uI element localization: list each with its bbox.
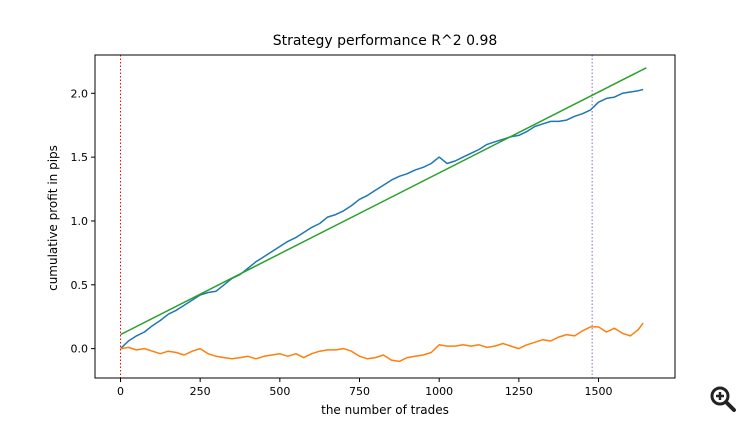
series-line-1 [120,322,644,363]
y-tick-label-4: 2.0 [71,87,89,100]
y-tick-label-1: 0.5 [71,279,89,292]
x-tick-label-2: 500 [269,385,290,398]
x-tick-label-4: 1000 [425,385,453,398]
y-axis-label: cumulative profit in pips [46,145,60,291]
series-lines [119,67,647,363]
y-tick-label-2: 1.0 [71,215,89,228]
x-tick-label-0: 0 [117,385,124,398]
axes-frame [94,54,676,379]
y-axis: 0.0 0.5 1.0 1.5 2.0 [71,87,95,356]
zoom-in-icon[interactable] [708,384,738,414]
plot-area [119,55,647,378]
series-line-0 [119,88,644,350]
x-axis-label: the number of trades [321,403,449,417]
x-tick-label-6: 1500 [585,385,613,398]
x-axis: 0 250 500 750 1000 1250 1500 [117,378,613,398]
y-tick-label-0: 0.0 [71,343,89,356]
y-tick-label-3: 1.5 [71,151,89,164]
x-tick-label-3: 750 [349,385,370,398]
vertical-markers [119,55,593,378]
x-tick-label-5: 1250 [505,385,533,398]
x-tick-label-1: 250 [190,385,211,398]
chart-title: Strategy performance R^2 0.98 [273,33,498,49]
series-line-2 [120,67,647,336]
